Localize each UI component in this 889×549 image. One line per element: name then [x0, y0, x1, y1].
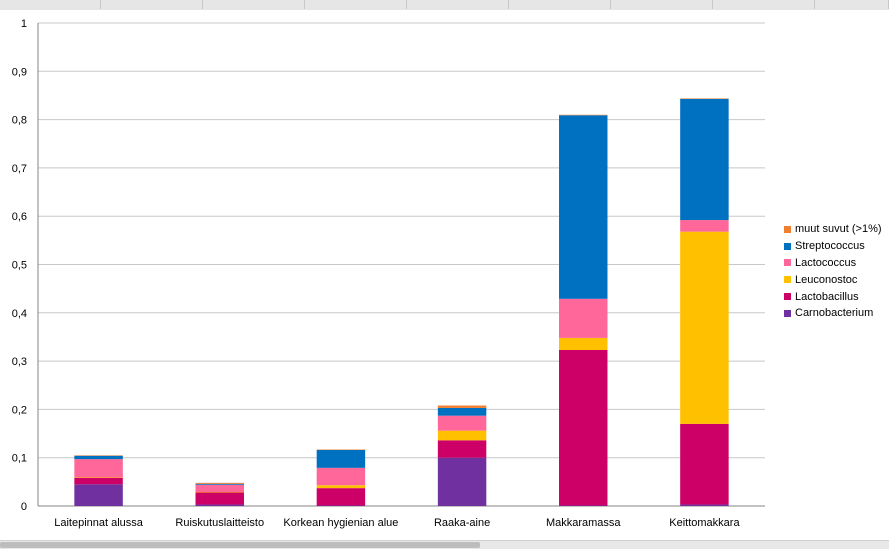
bar-segment-carnobacterium [74, 484, 122, 506]
y-tick-label: 0,9 [12, 66, 27, 78]
bar-segment-leuconostoc [438, 431, 486, 441]
legend-label: Carnobacterium [795, 307, 873, 319]
bar-segment-leuconostoc [317, 485, 365, 488]
bar-segment-carnobacterium [438, 458, 486, 506]
bar-segment-lactococcus [438, 416, 486, 431]
x-tick-label: Raaka-aine [434, 517, 490, 529]
bar-segment-lactobacillus [317, 488, 365, 505]
x-tick-label: Korkean hygienian alue [283, 517, 398, 529]
bar-segment-lactobacillus [559, 350, 607, 506]
y-tick-label: 0,1 [12, 453, 27, 465]
y-tick-label: 0,4 [12, 308, 27, 320]
legend-label: Streptococcus [795, 240, 865, 252]
legend-label: Leuconostoc [795, 274, 857, 286]
legend-item: Lactobacillus [784, 288, 882, 305]
bar-segment-streptococcus [196, 484, 244, 485]
y-tick-label: 0,6 [12, 211, 27, 223]
bar-segment-streptococcus [680, 99, 728, 220]
legend-swatch [784, 226, 791, 233]
legend-item: Lactococcus [784, 255, 882, 272]
x-tick-label: Ruiskutuslaitteisto [175, 517, 264, 529]
legend-swatch [784, 310, 791, 317]
bar-segment-muut-suvut-1 [438, 406, 486, 408]
scrollbar-thumb[interactable] [0, 542, 480, 548]
legend-swatch [784, 259, 791, 266]
legend-swatch [784, 293, 791, 300]
y-tick-label: 0,3 [12, 356, 27, 368]
y-tick-label: 1 [21, 18, 27, 30]
legend-item: muut suvut (>1%) [784, 221, 882, 238]
bar-segment-lactobacillus [438, 440, 486, 457]
bar-segment-streptococcus [559, 115, 607, 299]
x-tick-label: Laitepinnat alussa [54, 517, 144, 529]
chart-legend: muut suvut (>1%) Streptococcus Lactococcus… [784, 221, 882, 322]
y-tick-label: 0,5 [12, 260, 27, 272]
legend-swatch [784, 243, 791, 250]
y-axis-tick-labels: 0 0,1 0,2 0,3 0,4 0,5 0,6 0,7 0,8 0,9 1 [12, 18, 27, 513]
y-tick-label: 0 [21, 501, 27, 513]
bar-segment-streptococcus [438, 408, 486, 416]
bar-stacks [74, 98, 728, 506]
y-tick-label: 0,7 [12, 163, 27, 175]
bar-segment-lactobacillus [196, 492, 244, 504]
bar-segment-muut-suvut-1 [196, 483, 244, 484]
x-axis-tick-labels: Laitepinnat alussa Ruiskutuslaitteisto Kor… [54, 517, 740, 529]
legend-label: Lactobacillus [795, 291, 859, 303]
bar-segment-lactobacillus [680, 424, 728, 505]
legend-label: muut suvut (>1%) [795, 223, 882, 235]
bar-segment-lactococcus [317, 468, 365, 485]
bar-segment-carnobacterium [680, 505, 728, 506]
bar-segment-lactococcus [680, 220, 728, 232]
legend-swatch [784, 276, 791, 283]
legend-item: Streptococcus [784, 238, 882, 255]
x-tick-label: Makkaramassa [546, 517, 621, 529]
bar-segment-carnobacterium [196, 505, 244, 506]
y-tick-label: 0,8 [12, 115, 27, 127]
gridlines [38, 23, 765, 506]
bar-segment-streptococcus [74, 456, 122, 459]
x-tick-label: Keittomakkara [669, 517, 740, 529]
bar-segment-streptococcus [317, 450, 365, 468]
bar-segment-lactococcus [196, 485, 244, 492]
legend-item: Leuconostoc [784, 271, 882, 288]
y-tick-label: 0,2 [12, 404, 27, 416]
bar-segment-leuconostoc [680, 232, 728, 424]
bar-segment-leuconostoc [559, 338, 607, 350]
bar-segment-lactococcus [559, 299, 607, 338]
bar-segment-lactobacillus [74, 478, 122, 484]
legend-item: Carnobacterium [784, 305, 882, 322]
bar-segment-lactococcus [74, 459, 122, 477]
legend-label: Lactococcus [795, 257, 856, 269]
